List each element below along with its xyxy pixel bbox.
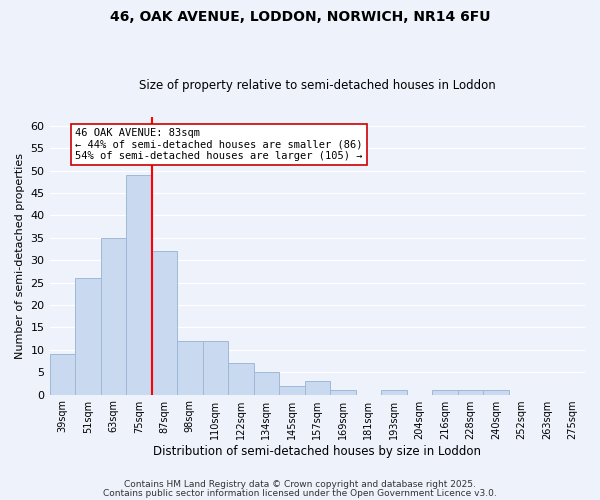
Bar [50, 354, 75, 395]
Bar [126, 175, 152, 394]
Y-axis label: Number of semi-detached properties: Number of semi-detached properties [15, 152, 25, 358]
Bar [483, 390, 509, 394]
Title: Size of property relative to semi-detached houses in Loddon: Size of property relative to semi-detach… [139, 79, 496, 92]
Bar [152, 251, 177, 394]
Bar [177, 341, 203, 394]
Bar [330, 390, 356, 394]
Bar [458, 390, 483, 394]
X-axis label: Distribution of semi-detached houses by size in Loddon: Distribution of semi-detached houses by … [153, 444, 481, 458]
Text: 46 OAK AVENUE: 83sqm
← 44% of semi-detached houses are smaller (86)
54% of semi-: 46 OAK AVENUE: 83sqm ← 44% of semi-detac… [75, 128, 362, 161]
Text: Contains public sector information licensed under the Open Government Licence v3: Contains public sector information licen… [103, 488, 497, 498]
Bar [381, 390, 407, 394]
Text: Contains HM Land Registry data © Crown copyright and database right 2025.: Contains HM Land Registry data © Crown c… [124, 480, 476, 489]
Bar [279, 386, 305, 394]
Bar [101, 238, 126, 394]
Text: 46, OAK AVENUE, LODDON, NORWICH, NR14 6FU: 46, OAK AVENUE, LODDON, NORWICH, NR14 6F… [110, 10, 490, 24]
Bar [228, 363, 254, 394]
Bar [75, 278, 101, 394]
Bar [254, 372, 279, 394]
Bar [203, 341, 228, 394]
Bar [305, 381, 330, 394]
Bar [432, 390, 458, 394]
